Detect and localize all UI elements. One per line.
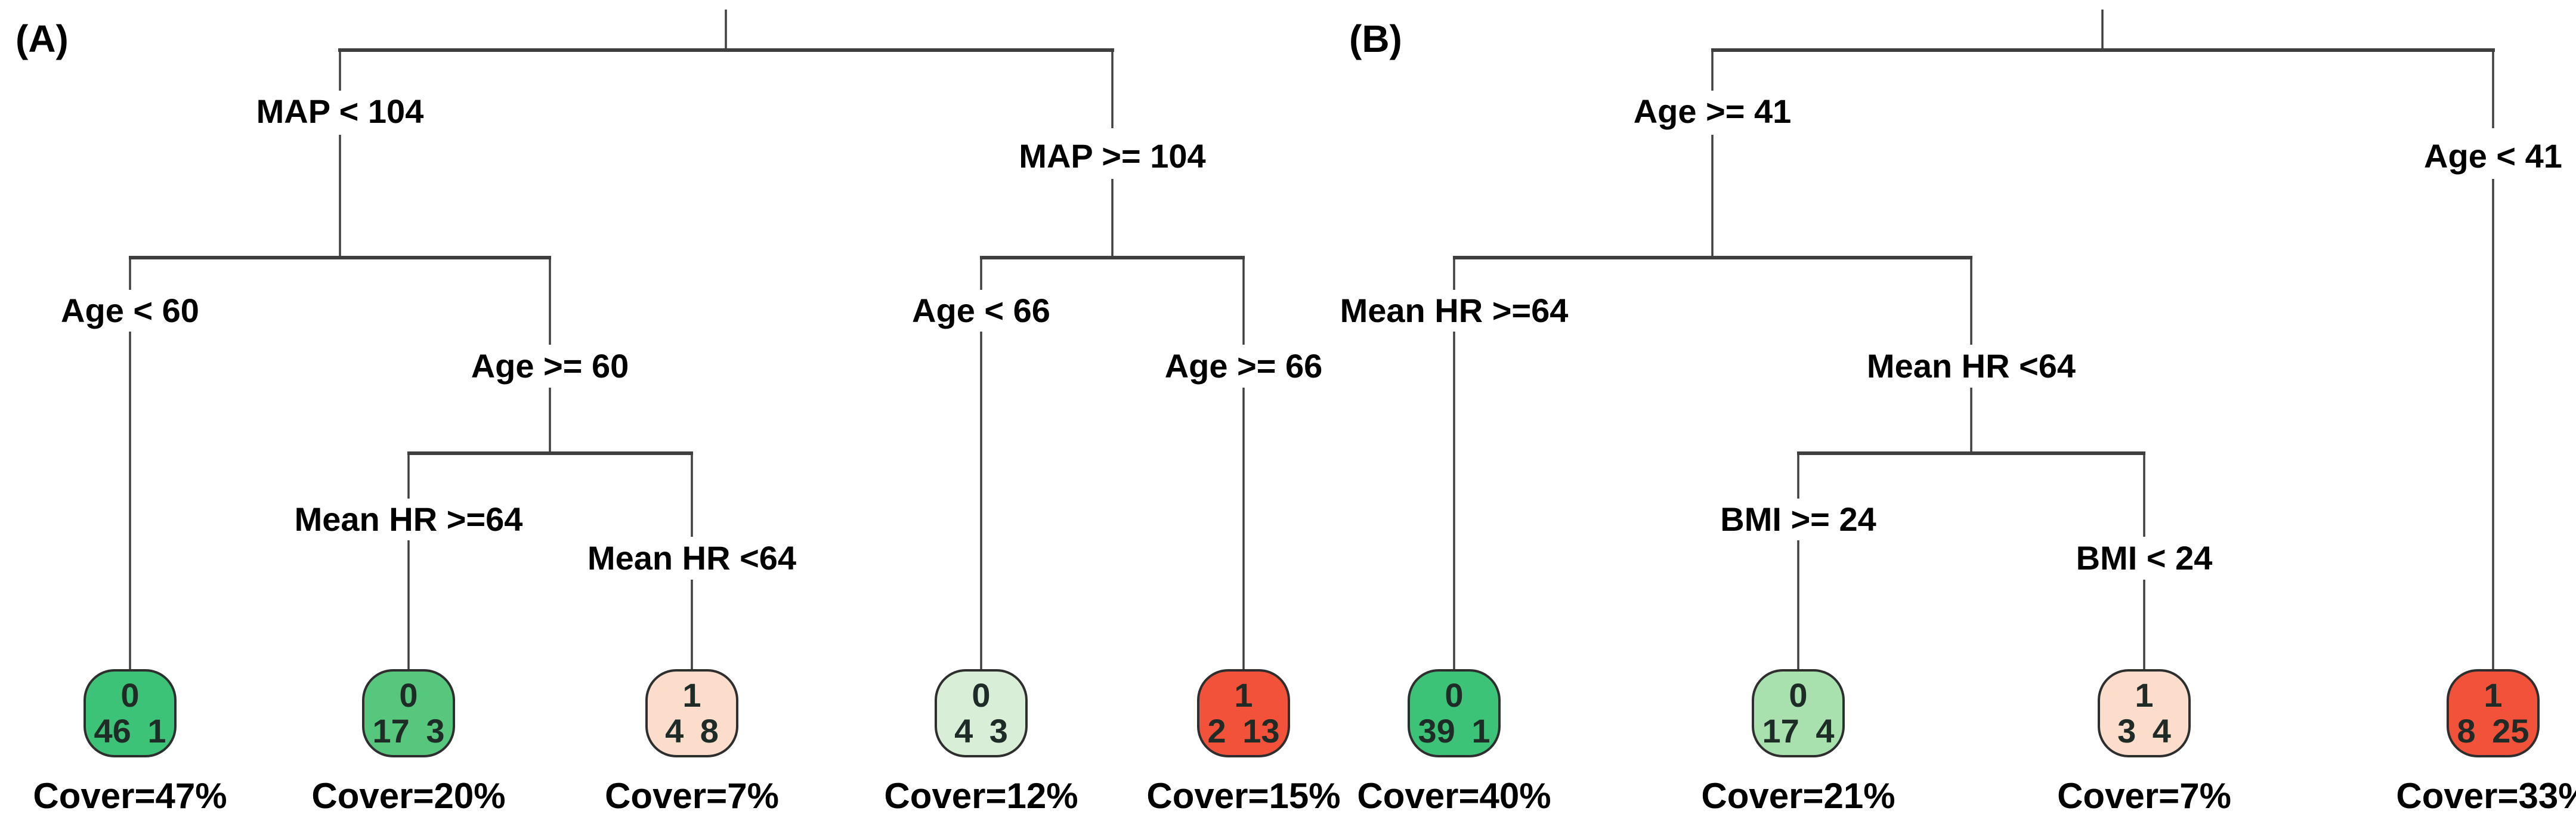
leaf-class: 0 — [1789, 676, 1808, 714]
cover-label: Cover=7% — [605, 776, 779, 816]
leaf-class: 0 — [972, 676, 991, 714]
split-age-ge-41: Age >= 41 — [1627, 95, 1798, 128]
cover-label: Cover=33% — [2396, 776, 2576, 816]
leaf-counts: 3 4 — [2117, 712, 2171, 750]
leaf-node: 1 8 25 — [2447, 669, 2540, 757]
cover-label: Cover=47% — [33, 776, 227, 816]
split-age-ge-60: Age >= 60 — [465, 349, 635, 383]
leaf-node: 1 3 4 — [2098, 669, 2191, 757]
leaf-counts: 8 25 — [2457, 712, 2529, 750]
leaf-counts: 39 1 — [1418, 712, 1490, 750]
leaf-node: 0 46 1 — [84, 669, 177, 757]
leaf-counts: 4 3 — [954, 712, 1008, 750]
split-mean-hr-ge-64-b: Mean HR >=64 — [1334, 294, 1575, 327]
leaf-node: 0 17 4 — [1752, 669, 1845, 757]
leaf-node: 0 4 3 — [935, 669, 1028, 757]
leaf-class: 0 — [1445, 676, 1464, 714]
leaf-class: 0 — [399, 676, 418, 714]
split-age-ge-66: Age >= 66 — [1158, 349, 1329, 383]
split-map-ge-104: MAP >= 104 — [1013, 140, 1212, 173]
split-mean-hr-lt-64-b: Mean HR <64 — [1860, 349, 2082, 383]
split-bmi-ge-24: BMI >= 24 — [1714, 503, 1882, 536]
split-age-lt-41: Age < 41 — [2418, 140, 2568, 173]
cover-label: Cover=40% — [1357, 776, 1551, 816]
cover-label: Cover=15% — [1146, 776, 1341, 816]
leaf-node: 1 2 13 — [1197, 669, 1290, 757]
split-map-lt-104: MAP < 104 — [250, 95, 430, 128]
leaf-class: 1 — [682, 676, 701, 714]
leaf-class: 1 — [2484, 676, 2503, 714]
split-bmi-lt-24: BMI < 24 — [2070, 542, 2219, 575]
leaf-counts: 17 4 — [1762, 712, 1835, 750]
leaf-counts: 4 8 — [665, 712, 719, 750]
leaf-counts: 17 3 — [372, 712, 445, 750]
cover-label: Cover=12% — [884, 776, 1078, 816]
cover-label: Cover=7% — [2057, 776, 2231, 816]
cover-label: Cover=21% — [1701, 776, 1895, 816]
leaf-class: 1 — [2135, 676, 2154, 714]
leaf-class: 1 — [1234, 676, 1253, 714]
leaf-counts: 2 13 — [1207, 712, 1280, 750]
split-mean-hr-ge-64-a: Mean HR >=64 — [288, 503, 529, 536]
leaf-node: 1 4 8 — [645, 669, 738, 757]
leaf-counts: 46 1 — [94, 712, 166, 750]
panel-b-title: (B) — [1349, 17, 1402, 60]
leaf-node: 0 17 3 — [362, 669, 455, 757]
panel-a-title: (A) — [16, 17, 69, 60]
leaf-class: 0 — [120, 676, 140, 714]
leaf-node: 0 39 1 — [1408, 669, 1501, 757]
cover-label: Cover=20% — [311, 776, 506, 816]
split-age-lt-60: Age < 60 — [55, 294, 205, 327]
split-age-lt-66: Age < 66 — [906, 294, 1056, 327]
split-mean-hr-lt-64-a: Mean HR <64 — [581, 542, 803, 575]
